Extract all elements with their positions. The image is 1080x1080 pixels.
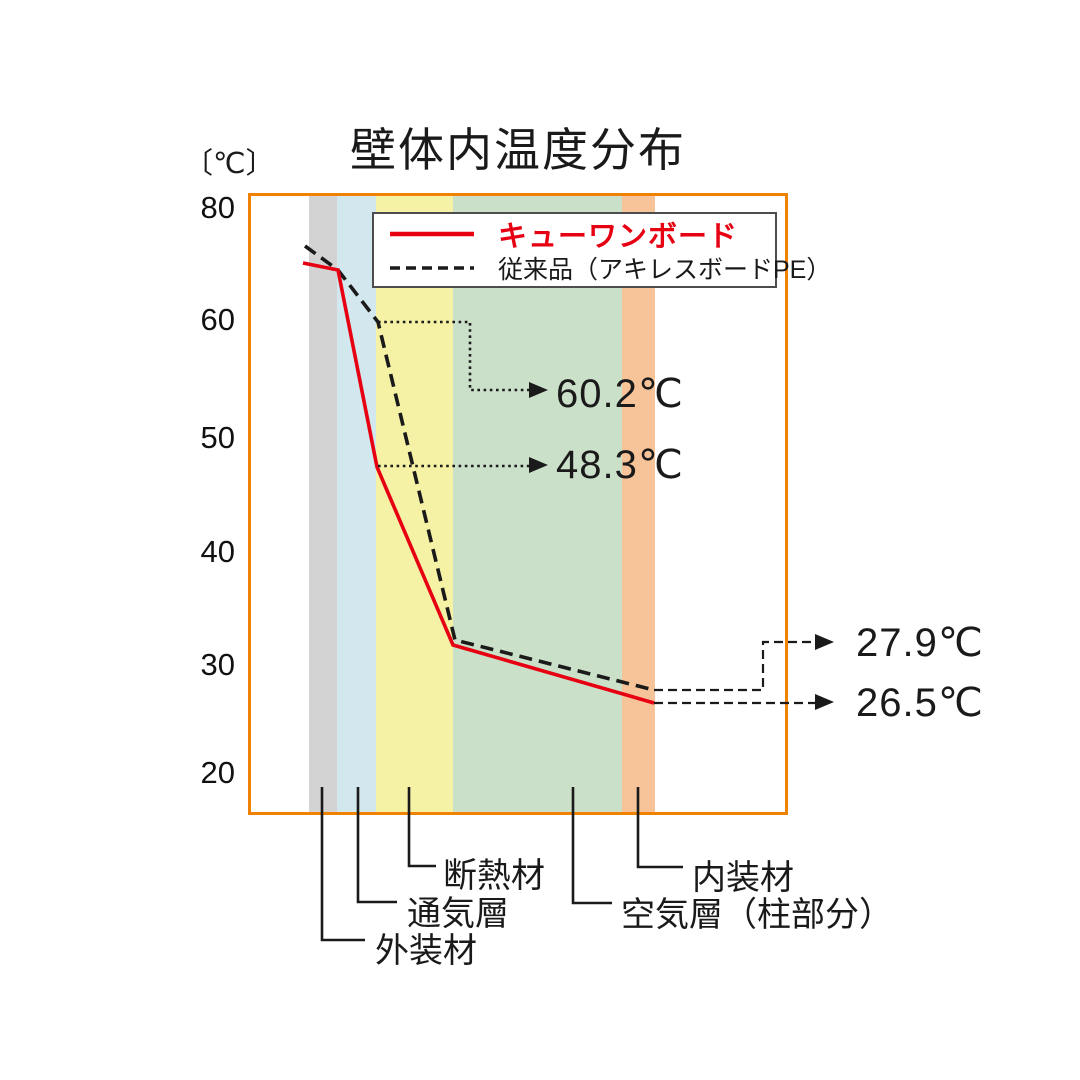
layer-label-air-layer: 空気層（柱部分）	[621, 896, 893, 934]
y-tick-60: 60	[200, 302, 235, 337]
legend-item-q1board: キューワンボード	[388, 218, 738, 253]
y-tick-30: 30	[200, 647, 235, 682]
layer-label-interior-material: 内装材	[692, 859, 794, 897]
dashed-black-line-icon	[390, 266, 474, 270]
y-axis-unit-label: 〔℃〕	[184, 148, 275, 180]
y-tick-50: 50	[200, 420, 235, 455]
legend: キューワンボード 従来品（アキレスボードPE）	[372, 212, 831, 288]
temp-label-48-3: 48.3℃	[556, 443, 684, 487]
legend-label-q1board: キューワンボード	[498, 221, 739, 253]
chart-title: 壁体内温度分布	[350, 124, 686, 176]
layer-label-ventilation-layer: 通気層	[407, 895, 509, 933]
legend-label-conventional: 従来品（アキレスボードPE）	[498, 256, 832, 284]
y-tick-40: 40	[200, 534, 235, 569]
layer-label-exterior-material: 外装材	[375, 932, 477, 970]
temp-label-27-9: 27.9℃	[856, 621, 984, 665]
arrowhead-26-5	[815, 694, 834, 710]
temp-label-26-5: 26.5℃	[856, 681, 984, 725]
arrowhead-27-9	[815, 634, 834, 650]
plot-border	[248, 193, 788, 815]
y-tick-20: 20	[200, 755, 235, 790]
y-tick-80: 80	[200, 190, 235, 225]
legend-item-conventional: 従来品（アキレスボードPE）	[388, 252, 831, 284]
layer-label-insulation: 断熱材	[443, 857, 545, 895]
temp-label-60-2: 60.2℃	[556, 372, 684, 416]
solid-red-line-icon	[390, 231, 474, 237]
